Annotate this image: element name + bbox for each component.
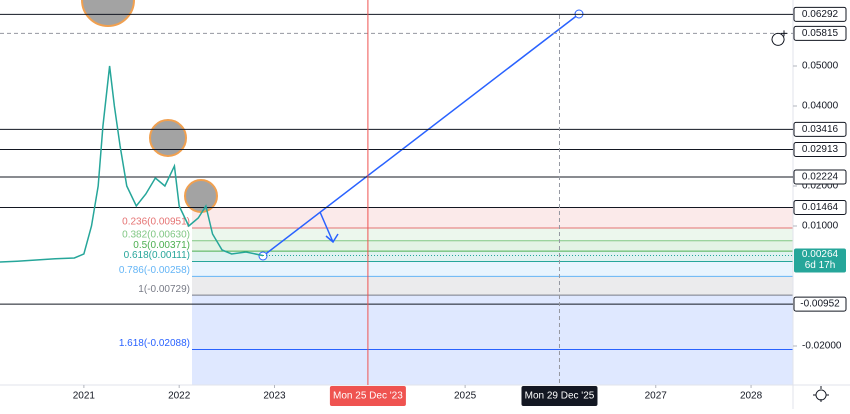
price-box (793, 141, 847, 157)
y-tick-label: 0.04000 (802, 101, 839, 112)
x-tick-label: 2023 (263, 391, 286, 402)
fib-band (192, 227, 793, 241)
y-tick-label: 0.02000 (802, 181, 839, 192)
fib-label: 0.786(-0.00258) (119, 265, 190, 276)
fib-label: 1(-0.00729) (138, 284, 190, 295)
add-icon[interactable] (771, 30, 787, 46)
fib-band (192, 251, 793, 262)
price-label: 0.06292 (802, 9, 839, 20)
fib-label: 0.382(0.00630) (122, 229, 190, 240)
price-label: 0.02913 (802, 144, 839, 155)
x-tick-label: 2021 (73, 391, 96, 402)
price-box (793, 25, 847, 41)
highlight-circle (149, 119, 187, 157)
price-box (793, 199, 847, 215)
fib-band (192, 240, 793, 252)
fib-band (192, 261, 793, 277)
price-label: 0.05815 (802, 28, 839, 39)
highlight-circle (81, 0, 135, 27)
trend-line (262, 13, 580, 257)
fib-band (192, 276, 793, 296)
cursor-label: Mon 29 Dec '25 (525, 391, 595, 402)
price-box (793, 296, 847, 312)
price-label: 0.01464 (802, 202, 839, 213)
last-price-label: 0.00264 (802, 249, 839, 260)
price-line (0, 65, 264, 263)
y-tick-label: 0.01000 (802, 221, 839, 232)
crosshair-box (329, 386, 406, 406)
fib-label: 0.5(0.00371) (133, 240, 190, 251)
last-price-box (794, 248, 846, 273)
y-tick-label: 0.05000 (802, 61, 839, 72)
x-tick-label: 2022 (168, 391, 191, 402)
fib-label: 0.618(0.00111) (124, 250, 190, 261)
fib-label: 0.236(0.00951) (122, 217, 190, 228)
price-label: 0.02224 (802, 172, 839, 183)
price-box (793, 121, 847, 137)
price-box (793, 169, 847, 185)
trend-handle (258, 251, 268, 261)
x-tick-label: 2027 (645, 391, 668, 402)
arrow (319, 211, 339, 244)
x-tick-label: 2028 (740, 391, 763, 402)
settings-icon[interactable] (813, 386, 829, 402)
highlight-circle (184, 179, 218, 213)
crosshair-label: Mon 25 Dec '23 (333, 391, 403, 402)
fib-band (192, 349, 793, 385)
fib-band (192, 295, 793, 350)
y-tick-label: -0.02000 (802, 341, 842, 352)
cursor-box (521, 386, 598, 406)
fib-band (192, 207, 793, 228)
price-box (793, 6, 847, 22)
countdown: 6d 17h (805, 260, 836, 271)
price-label: 0.03416 (802, 124, 839, 135)
fib-label: 1.618(-0.02088) (119, 338, 190, 349)
x-tick-label: 2025 (454, 391, 477, 402)
price-label: -0.00952 (800, 299, 840, 310)
